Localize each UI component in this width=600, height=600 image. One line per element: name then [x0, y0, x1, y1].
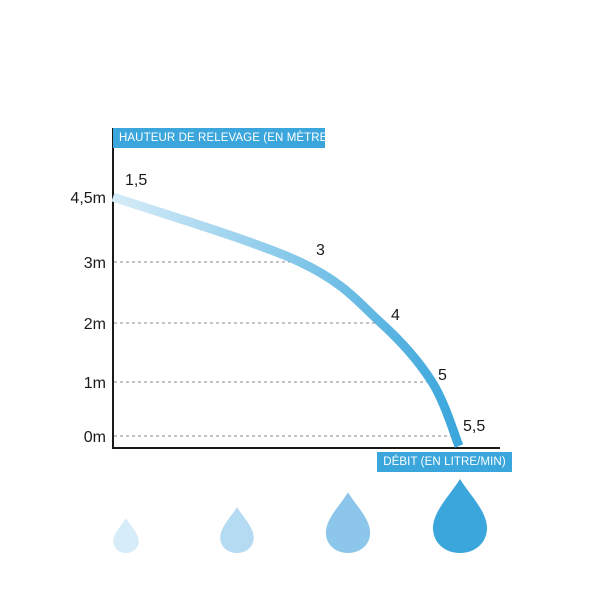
water-drop-icon	[220, 507, 254, 554]
y-tick-label: 4,5m	[70, 190, 106, 207]
point-labels: 1,5 3 4 5 5,5	[125, 172, 485, 435]
y-tick-label: 3m	[84, 255, 106, 272]
point-label: 5,5	[463, 418, 485, 435]
grid-lines	[114, 261, 459, 437]
water-drop-icon	[325, 492, 371, 554]
y-tick-label: 0m	[84, 429, 106, 446]
point-label: 5	[438, 367, 447, 384]
y-tick-label: 2m	[84, 316, 106, 333]
point-label: 1,5	[125, 172, 147, 189]
point-label: 4	[391, 307, 400, 324]
water-drop-icon	[433, 479, 487, 553]
x-axis-title: DÉBIT (EN LITRE/MIN)	[377, 452, 512, 472]
water-drops	[113, 479, 487, 554]
y-axis-title: HAUTEUR DE RELEVAGE (EN MÈTRE)	[113, 128, 331, 148]
curve-line	[111, 192, 464, 448]
y-tick-label: 1m	[84, 375, 106, 392]
axes	[112, 128, 500, 449]
performance-curve	[111, 192, 464, 448]
water-drop-icon	[113, 518, 139, 553]
point-label: 3	[316, 242, 325, 259]
y-tick-labels: 0m 1m 2m 3m 4,5m	[70, 190, 106, 446]
